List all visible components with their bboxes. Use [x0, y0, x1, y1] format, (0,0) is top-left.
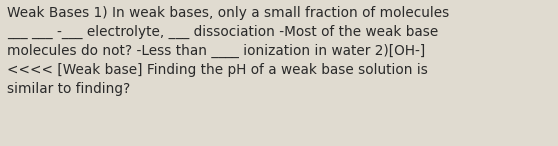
Text: Weak Bases 1) In weak bases, only a small fraction of molecules
___ ___ -___ ele: Weak Bases 1) In weak bases, only a smal…: [7, 6, 449, 96]
